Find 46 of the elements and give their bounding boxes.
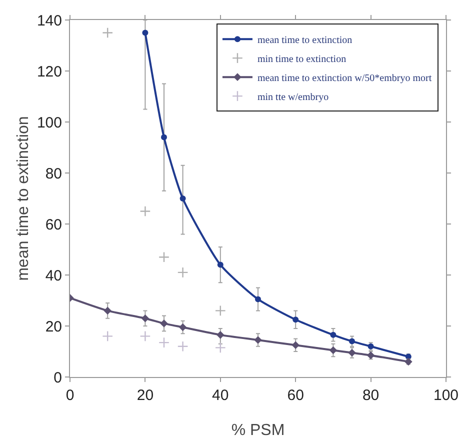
y-tick-label: 40 <box>45 267 62 284</box>
point <box>158 337 170 348</box>
x-tick-label: 40 <box>212 387 229 404</box>
point <box>142 30 148 36</box>
point <box>177 340 188 352</box>
point <box>178 323 187 332</box>
x-axis-title: % PSM <box>231 422 285 439</box>
y-tick-label: 80 <box>45 165 62 182</box>
y-tick-label: 20 <box>45 318 62 336</box>
point <box>102 27 114 38</box>
x-tick-label: 20 <box>136 387 154 404</box>
point <box>292 341 300 350</box>
point <box>104 306 112 315</box>
point <box>216 331 224 339</box>
point <box>102 330 114 342</box>
legend-label: mean time to extinction w/50*embryo mort <box>257 72 432 84</box>
point <box>217 262 224 268</box>
x-tick-label: 80 <box>362 387 380 404</box>
point <box>330 332 336 338</box>
point <box>214 305 226 316</box>
y-tick-label: 140 <box>36 12 62 30</box>
x-tick-label: 0 <box>66 387 74 404</box>
point <box>292 316 299 323</box>
legend-label: min tte w/embryo <box>257 92 329 103</box>
point <box>180 196 186 202</box>
y-tick-label: 100 <box>36 114 62 132</box>
x-tick-label: 60 <box>287 387 304 404</box>
point <box>214 342 226 354</box>
legend-label: min time to extinction <box>257 54 346 65</box>
y-tick-label: 120 <box>36 63 62 80</box>
point <box>161 134 167 140</box>
legend-label: mean time to extinction <box>257 34 352 46</box>
y-tick-label: 0 <box>54 369 62 386</box>
point <box>349 338 355 344</box>
point <box>141 314 150 322</box>
x-tick-label: 100 <box>433 387 459 404</box>
point <box>160 320 168 328</box>
point <box>140 330 151 342</box>
point <box>329 346 338 354</box>
point <box>255 296 261 302</box>
y-tick-label: 60 <box>45 216 62 234</box>
y-axis-title: mean time to extinction <box>15 116 32 281</box>
point <box>177 266 188 278</box>
point <box>140 206 151 217</box>
point <box>158 252 170 263</box>
point <box>254 336 262 344</box>
